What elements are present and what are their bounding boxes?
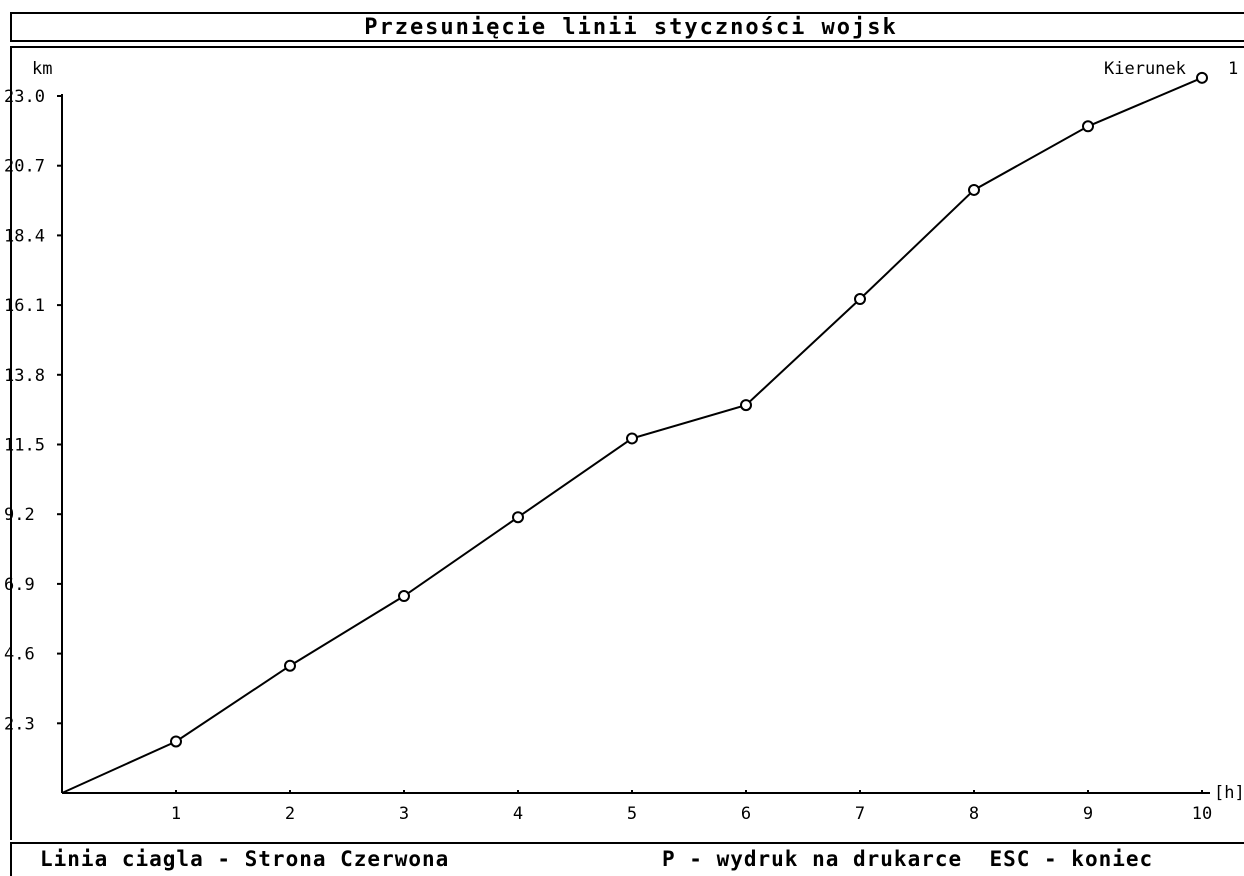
- y-tick-label: 23.0: [4, 87, 45, 107]
- print-hint: P - wydruk na drukarce: [662, 847, 963, 871]
- x-tick-label: 7: [855, 804, 865, 824]
- legend-text: Linia ciagla - Strona Czerwona: [40, 847, 450, 871]
- window-title: Przesunięcie linii styczności wojsk: [364, 15, 898, 40]
- data-point-marker: [968, 183, 980, 196]
- data-point-marker: [170, 735, 182, 748]
- y-ticks: 2.3 4.6 6.9 9.2 11.5 13.8 16.1 18.4 20.7 23.0: [4, 87, 62, 734]
- y-tick-label: 6.9: [4, 575, 35, 595]
- exit-hint: ESC - koniec: [989, 847, 1154, 871]
- x-tick-label: 3: [399, 804, 409, 824]
- data-point-marker: [512, 511, 524, 524]
- footer-bar: Linia ciagla - Strona Czerwona P - wydru…: [10, 842, 1244, 876]
- y-tick-label: 13.8: [4, 366, 45, 386]
- data-point-marker: [854, 293, 866, 306]
- direction-label: Kierunek: [1104, 59, 1186, 79]
- x-axis-label: [h]: [1214, 783, 1244, 803]
- data-point-marker: [740, 399, 752, 412]
- data-point-marker: [626, 432, 638, 445]
- x-tick-label: 5: [627, 804, 637, 824]
- key-hints: P - wydruk na drukarce ESC - koniec: [662, 844, 1153, 874]
- y-axis-label: km: [32, 59, 52, 79]
- x-tick-label: 10: [1192, 804, 1212, 824]
- y-tick-label: 18.4: [4, 226, 45, 246]
- data-point-marker: [1196, 71, 1208, 84]
- y-tick-label: 20.7: [4, 157, 45, 177]
- y-tick-label: 9.2: [4, 505, 35, 525]
- x-tick-label: 9: [1083, 804, 1093, 824]
- series-group: [61, 71, 1208, 794]
- chart-frame: [10, 46, 1244, 840]
- data-point-marker: [284, 659, 296, 672]
- y-tick-label: 16.1: [4, 296, 45, 316]
- x-tick-label: 8: [969, 804, 979, 824]
- x-tick-label: 4: [513, 804, 523, 824]
- x-tick-label: 2: [285, 804, 295, 824]
- data-point-marker: [1082, 120, 1094, 133]
- y-tick-label: 2.3: [4, 714, 35, 734]
- x-ticks: 1 2 3 4 5 6 7 8 9 10: [171, 790, 1212, 824]
- x-tick-label: 1: [171, 804, 181, 824]
- data-point-marker: [398, 590, 410, 603]
- line-chart: km [h] Kierunek 1 2.34.66.99.211.513.816…: [4, 59, 1244, 824]
- y-tick-label: 4.6: [4, 645, 35, 665]
- direction-value: 1: [1228, 59, 1238, 79]
- y-tick-label: 11.5: [4, 436, 45, 456]
- x-tick-label: 6: [741, 804, 751, 824]
- title-bar: Przesunięcie linii styczności wojsk: [10, 12, 1244, 42]
